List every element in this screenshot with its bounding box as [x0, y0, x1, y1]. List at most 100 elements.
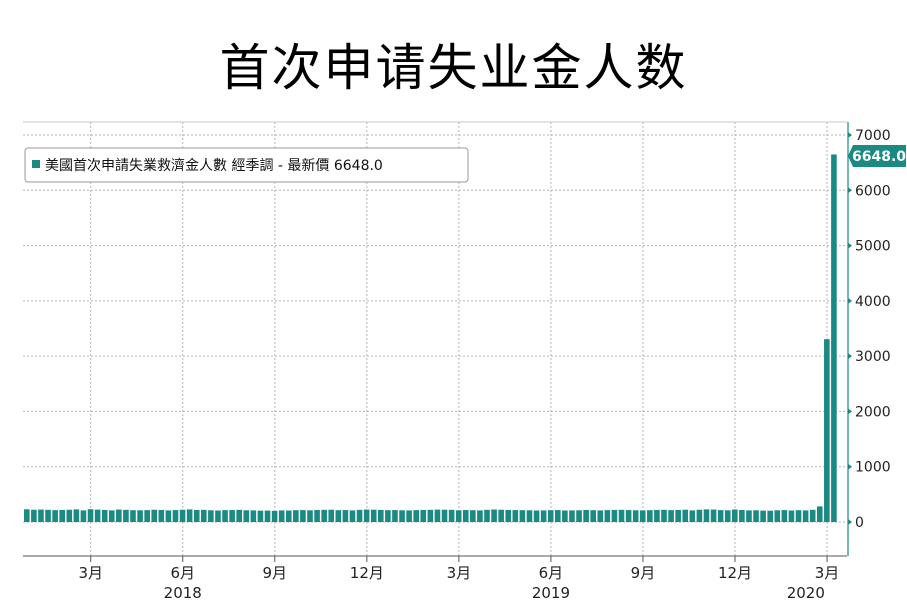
y-tick-mark	[848, 242, 852, 249]
bar	[172, 510, 179, 522]
y-tick-mark	[848, 187, 852, 194]
bar	[675, 509, 681, 522]
bar	[215, 510, 221, 522]
bar	[441, 509, 448, 522]
bar	[158, 509, 165, 522]
bar	[208, 510, 214, 522]
bar	[462, 510, 469, 522]
bar	[597, 510, 604, 522]
bar	[689, 510, 696, 522]
legend-box	[24, 147, 469, 183]
x-tick-label: 3月	[815, 564, 840, 582]
bar	[123, 509, 129, 522]
y-tick-label: 2000	[855, 404, 891, 420]
bar	[293, 510, 299, 522]
bars	[24, 154, 837, 522]
bar	[540, 510, 547, 522]
x-year-label: 2018	[164, 584, 202, 602]
bar	[625, 510, 632, 522]
bar	[31, 509, 37, 522]
x-tick-label: 3月	[447, 564, 472, 582]
bar	[654, 509, 660, 522]
bar	[647, 510, 653, 522]
bar	[555, 510, 561, 522]
bar	[661, 509, 667, 522]
bar	[257, 510, 264, 522]
bar	[406, 510, 412, 522]
bar	[583, 509, 589, 522]
bar	[87, 509, 94, 522]
y-tick-mark	[848, 408, 852, 415]
bar	[392, 510, 398, 522]
bar	[151, 509, 158, 522]
y-tick-label: 0	[855, 515, 864, 531]
bar	[420, 509, 427, 522]
bar	[611, 509, 618, 522]
bar	[278, 510, 285, 522]
bar	[590, 510, 596, 522]
bar	[526, 510, 533, 522]
bar	[562, 510, 568, 522]
bar	[413, 510, 419, 522]
y-tick-label: 3000	[855, 349, 891, 365]
bar	[342, 510, 349, 522]
bar	[101, 509, 108, 522]
legend-swatch	[32, 160, 40, 168]
bar	[307, 510, 313, 522]
bar	[484, 509, 490, 522]
bar	[717, 510, 724, 522]
x-tick-label: 12月	[718, 564, 752, 582]
bar	[137, 510, 143, 522]
bar	[193, 509, 200, 522]
bar	[385, 510, 391, 522]
bar	[746, 510, 752, 522]
bar	[66, 509, 73, 522]
latest-value-marker: 6648.0	[848, 145, 906, 167]
x-year-label: 2019	[532, 584, 570, 602]
bar	[285, 510, 292, 522]
bar	[271, 510, 278, 522]
y-tick-mark	[848, 519, 852, 525]
y-tick-label: 7000	[855, 128, 891, 144]
y-tick-label: 5000	[855, 239, 891, 255]
bar	[547, 510, 554, 522]
bar	[824, 339, 830, 522]
bar	[59, 509, 65, 522]
bar	[45, 509, 51, 522]
bar	[448, 509, 455, 522]
bar	[370, 509, 377, 522]
bar	[491, 509, 497, 522]
y-tick-mark	[848, 463, 852, 470]
latest-value-flag	[848, 145, 906, 167]
bar	[328, 509, 335, 522]
bar	[349, 510, 356, 522]
bar	[710, 509, 717, 522]
grid	[23, 121, 847, 556]
bar	[222, 510, 228, 522]
bar	[38, 509, 44, 522]
bar	[802, 510, 809, 522]
bar	[703, 509, 710, 522]
x-tick-label: 6月	[170, 564, 195, 582]
legend: 美國首次申請失業救濟金人數 經季調 - 最新價 6648.0	[24, 147, 469, 183]
bar	[229, 510, 235, 522]
bar	[378, 509, 384, 522]
bar	[519, 510, 526, 522]
bar	[816, 506, 823, 522]
bar	[767, 510, 773, 522]
bar	[73, 509, 80, 522]
y-tick-label: 6000	[855, 183, 891, 199]
bar	[399, 510, 405, 522]
bar	[760, 510, 766, 522]
bar	[455, 510, 462, 522]
bar	[144, 510, 150, 522]
y-tick-label: 1000	[855, 460, 891, 476]
x-year-label: 2020	[787, 584, 825, 602]
bar	[477, 510, 483, 522]
bar	[795, 510, 802, 522]
bar	[335, 510, 342, 522]
bar	[250, 510, 257, 522]
x-tick-label: 12月	[350, 564, 384, 582]
bar	[788, 510, 795, 522]
